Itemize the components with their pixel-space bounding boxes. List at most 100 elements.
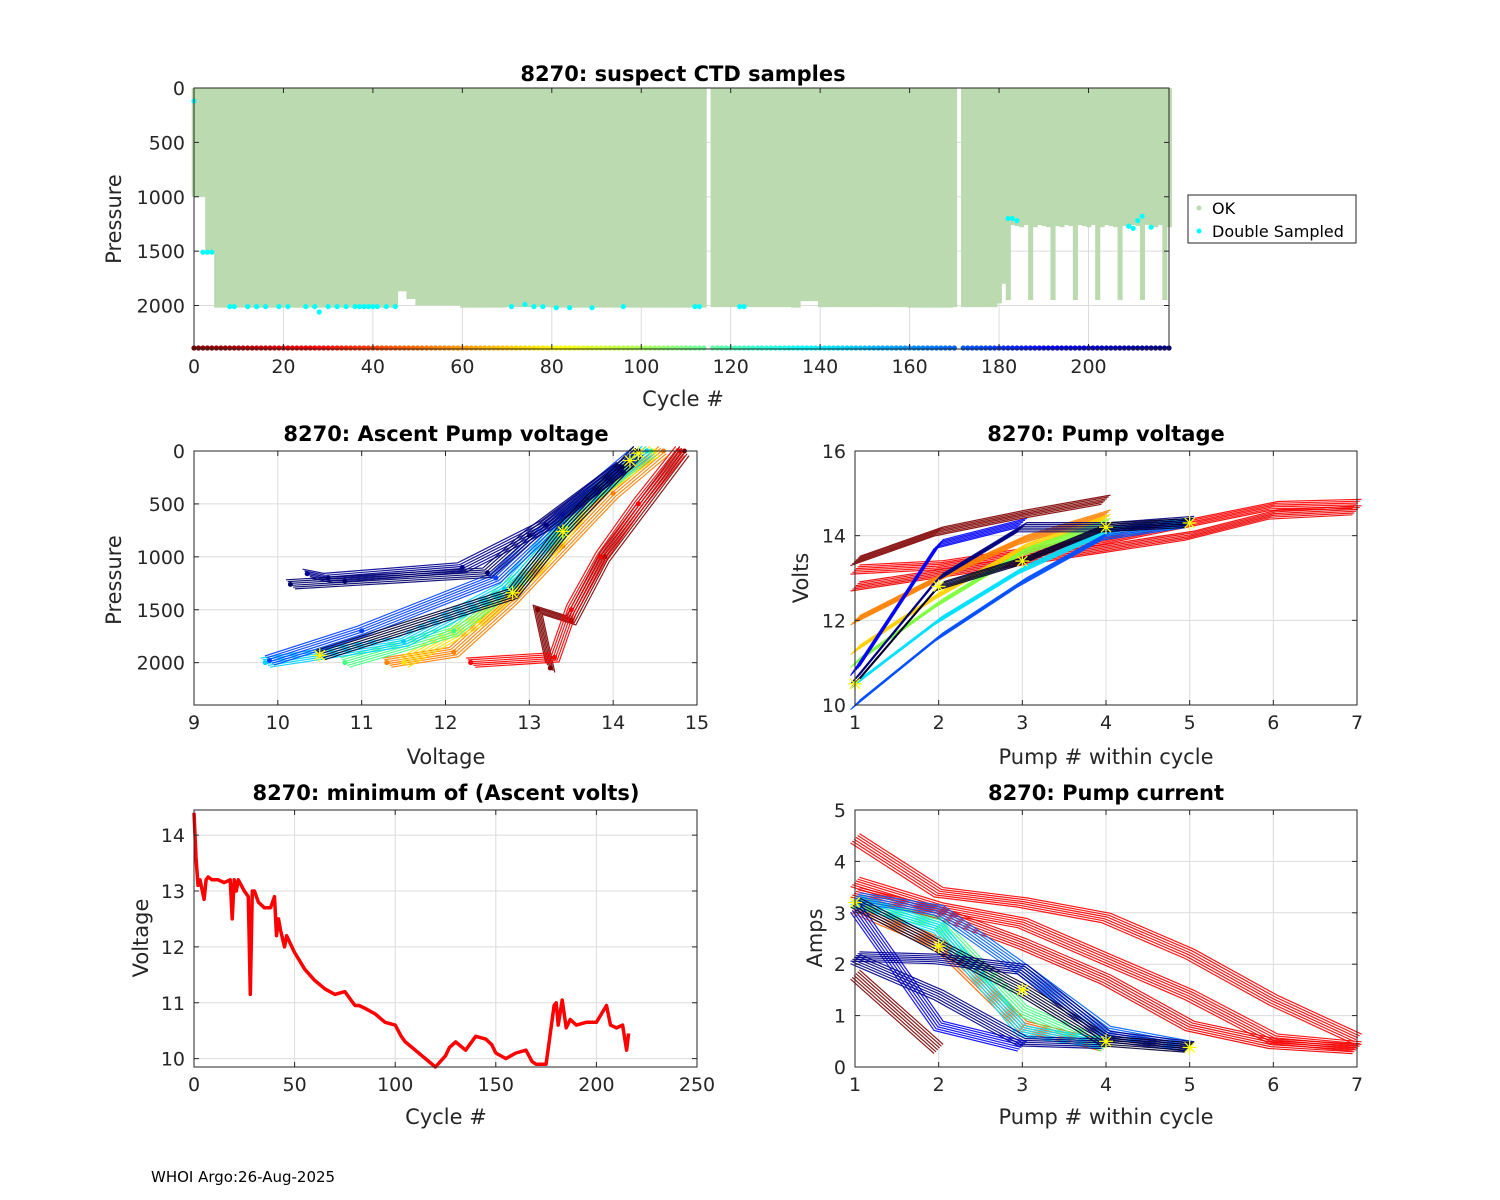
double-sampled-point xyxy=(531,303,537,310)
ok-sample-column xyxy=(357,88,363,308)
series-line xyxy=(854,510,1357,588)
y-tick-label: 12 xyxy=(161,937,185,959)
ok-sample-column xyxy=(388,88,394,308)
cycle-color-marker xyxy=(455,345,461,351)
ok-sample-column xyxy=(1135,88,1141,227)
cycle-color-marker xyxy=(307,345,313,351)
cycle-color-marker xyxy=(343,345,349,351)
y-tick-label: 1500 xyxy=(137,241,185,263)
series-line xyxy=(855,508,1358,587)
x-tick-label: 160 xyxy=(891,356,927,378)
series-point xyxy=(342,660,348,666)
series-line xyxy=(850,507,1353,575)
ok-sample-column xyxy=(401,88,408,292)
series-line xyxy=(855,898,1107,1044)
series-line xyxy=(858,517,1028,667)
double-sampled-point xyxy=(276,303,282,310)
cycle-color-marker xyxy=(312,345,318,351)
ok-sample-column xyxy=(643,88,649,308)
cycle-color-marker xyxy=(848,345,855,351)
series-line xyxy=(852,961,1104,1048)
ok-sample-column xyxy=(1046,88,1052,228)
cycle-color-marker xyxy=(504,345,510,351)
ok-sample-column xyxy=(808,88,815,302)
chart-title: 8270: minimum of (Ascent volts) xyxy=(252,781,639,805)
series-line xyxy=(859,513,1111,646)
cycle-color-marker xyxy=(656,345,662,351)
double-sampled-point xyxy=(620,303,626,310)
ok-sample-column xyxy=(1059,88,1065,228)
ok-sample-column xyxy=(428,88,434,306)
legend-ok-marker xyxy=(1196,205,1202,211)
ok-sample-column xyxy=(205,88,211,253)
ok-sample-column xyxy=(209,88,215,253)
cycle-color-marker xyxy=(665,345,671,351)
ok-sample-column xyxy=(536,88,542,308)
cycle-color-marker xyxy=(316,345,322,351)
x-tick-label: 250 xyxy=(679,1074,715,1096)
series-line xyxy=(407,455,660,668)
latest-cycle-star-marker xyxy=(505,585,520,600)
cycle-color-marker xyxy=(356,345,363,351)
cycle-color-marker xyxy=(544,345,550,351)
ok-sample-column xyxy=(1126,88,1132,228)
series-line xyxy=(318,449,638,655)
cycle-color-marker xyxy=(1094,345,1101,351)
ok-sample-column xyxy=(1041,88,1047,227)
ok-sample-column xyxy=(1005,88,1011,301)
ok-sample-column xyxy=(1054,88,1061,227)
series-line xyxy=(850,911,1102,1052)
ok-sample-column xyxy=(518,88,524,308)
ok-sample-column xyxy=(849,88,855,308)
series-line xyxy=(852,909,1104,1050)
double-sampled-point xyxy=(356,303,363,310)
cycle-color-marker xyxy=(1036,345,1042,351)
double-sampled-point xyxy=(1126,223,1132,229)
x-axis-label: Cycle # xyxy=(642,387,724,411)
x-tick-label: 0 xyxy=(188,356,200,378)
cycle-color-marker xyxy=(929,345,935,351)
ok-sample-column xyxy=(987,88,993,308)
series-line xyxy=(855,906,1024,1047)
double-sampled-point xyxy=(365,303,372,310)
star-stroke xyxy=(1100,521,1112,533)
ok-sample-column xyxy=(800,88,806,302)
x-tick-label: 5 xyxy=(1184,712,1196,734)
x-tick-label: 4 xyxy=(1100,712,1112,734)
cycle-color-marker xyxy=(759,345,765,351)
double-sampled-point xyxy=(245,303,251,310)
ok-sample-column xyxy=(764,88,770,308)
double-sampled-point xyxy=(522,301,528,308)
cycle-color-marker xyxy=(634,345,640,351)
x-axis-label: Pump # within cycle xyxy=(999,1105,1214,1129)
y-tick-label: 2000 xyxy=(137,296,185,318)
ok-sample-column xyxy=(312,88,318,308)
cycle-color-marker xyxy=(889,345,895,351)
x-tick-label: 11 xyxy=(350,712,374,734)
cycle-color-marker xyxy=(880,345,886,351)
ok-sample-column xyxy=(495,88,501,308)
cycle-color-marker xyxy=(830,345,837,351)
ok-sample-column xyxy=(804,88,810,302)
cycle-color-marker xyxy=(938,345,944,351)
ok-sample-column xyxy=(442,88,448,306)
cycle-color-marker xyxy=(772,345,779,351)
cycle-color-marker xyxy=(790,345,796,351)
series-line xyxy=(859,876,1362,1043)
cycle-color-marker xyxy=(844,345,850,351)
x-tick-label: 60 xyxy=(450,356,474,378)
ok-sample-column xyxy=(786,88,792,308)
ok-sample-column xyxy=(393,88,399,308)
ok-sample-column xyxy=(594,88,600,308)
ok-sample-column xyxy=(455,88,461,306)
y-tick-label: 1500 xyxy=(137,600,185,622)
ok-sample-column xyxy=(1122,88,1128,227)
cycle-color-marker xyxy=(365,345,372,351)
cycle-color-marker xyxy=(580,345,586,351)
x-tick-label: 100 xyxy=(377,1074,413,1096)
double-sampled-point xyxy=(231,303,237,310)
series-point xyxy=(535,607,541,613)
cycle-color-marker xyxy=(714,345,720,351)
ok-sample-column xyxy=(451,88,457,306)
series-line xyxy=(475,455,686,668)
